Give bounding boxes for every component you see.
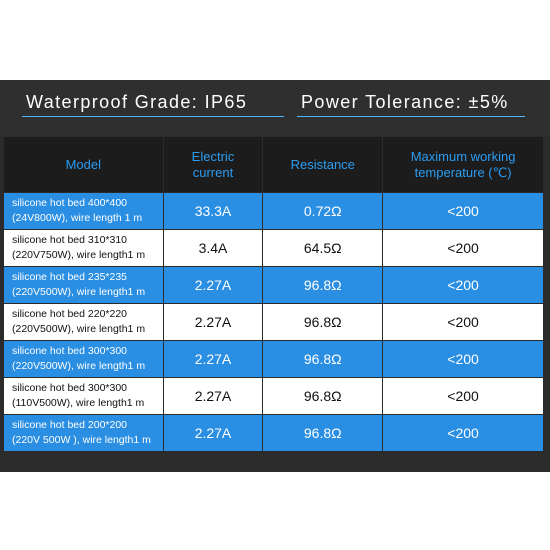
model-line: silicone hot bed 200*200 xyxy=(12,419,128,431)
spec-table: Model Electric current Resistance Maximu… xyxy=(3,136,544,452)
spec-header-band xyxy=(0,80,550,136)
model-cell: silicone hot bed 310*310 (220V750W), wire… xyxy=(3,229,164,267)
model-line: (220V500W), wire length1 m xyxy=(12,323,146,335)
col-current-header-text: Electric current xyxy=(191,148,235,180)
current-cell: 2.27A xyxy=(162,266,264,304)
model-line: (220V500W), wire length1 m xyxy=(12,286,146,298)
model-line: (24V800W), wire length 1 m xyxy=(12,212,143,224)
current-cell: 3.4A xyxy=(162,229,264,267)
resistance-cell: 96.8Ω xyxy=(262,377,384,415)
table-row: silicone hot bed 310*310 (220V750W), wire… xyxy=(3,229,544,267)
col-current-header: Electric current xyxy=(162,136,264,193)
waterproof-underline xyxy=(22,116,284,117)
temperature-cell: <200 xyxy=(382,303,544,341)
current-cell: 33.3A xyxy=(162,192,264,230)
waterproof-grade-label: Waterproof Grade: IP65 xyxy=(26,92,248,112)
model-cell: silicone hot bed 235*235 (220V500W), wire… xyxy=(3,266,164,304)
temperature-cell: <200 xyxy=(382,340,544,378)
table-header-row: Model Electric current Resistance Maximu… xyxy=(3,136,544,193)
model-line: (220V 500W ), wire length1 m xyxy=(12,434,151,446)
table-row: silicone hot bed 235*235 (220V500W), wire… xyxy=(3,266,544,304)
model-line: silicone hot bed 400*400 xyxy=(12,197,128,209)
power-tolerance-label: Power Tolerance: ±5% xyxy=(301,92,509,112)
current-cell: 2.27A xyxy=(162,303,264,341)
table-row: silicone hot bed 400*400 (24V800W), wire … xyxy=(3,192,544,230)
col-model-header: Model xyxy=(3,136,164,193)
col-temperature-header-text: Maximum working temperature (℃) xyxy=(410,148,516,180)
model-cell: silicone hot bed 300*300 (220V500W), wire… xyxy=(3,340,164,378)
tolerance-underline xyxy=(297,116,525,117)
col-temperature-header: Maximum working temperature (℃) xyxy=(382,136,544,193)
temperature-cell: <200 xyxy=(382,414,544,452)
model-cell: silicone hot bed 400*400 (24V800W), wire … xyxy=(3,192,164,230)
resistance-cell: 0.72Ω xyxy=(262,192,384,230)
table-row: silicone hot bed 300*300 (220V500W), wire… xyxy=(3,340,544,378)
model-line: silicone hot bed 300*300 xyxy=(12,345,128,357)
temperature-cell: <200 xyxy=(382,192,544,230)
model-line: silicone hot bed 310*310 xyxy=(12,234,128,246)
resistance-cell: 96.8Ω xyxy=(262,414,384,452)
model-cell: silicone hot bed 300*300 (110V500W), wire… xyxy=(3,377,164,415)
temperature-cell: <200 xyxy=(382,266,544,304)
table-row: silicone hot bed 200*200 (220V 500W ), wi… xyxy=(3,414,544,452)
col-resistance-header: Resistance xyxy=(262,136,384,193)
model-line: (110V500W), wire length1 m xyxy=(12,397,145,409)
model-cell: silicone hot bed 220*220 (220V500W), wire… xyxy=(3,303,164,341)
current-cell: 2.27A xyxy=(162,414,264,452)
resistance-cell: 96.8Ω xyxy=(262,303,384,341)
model-line: silicone hot bed 300*300 xyxy=(12,382,128,394)
model-line: silicone hot bed 220*220 xyxy=(12,308,128,320)
model-cell: silicone hot bed 200*200 (220V 500W ), wi… xyxy=(3,414,164,452)
temperature-cell: <200 xyxy=(382,229,544,267)
model-line: (220V500W), wire length1 m xyxy=(12,360,146,372)
resistance-cell: 64.5Ω xyxy=(262,229,384,267)
temperature-cell: <200 xyxy=(382,377,544,415)
model-line: (220V750W), wire length1 m xyxy=(12,249,146,261)
spec-footer-band xyxy=(0,458,550,472)
table-row: silicone hot bed 300*300 (110V500W), wire… xyxy=(3,377,544,415)
resistance-cell: 96.8Ω xyxy=(262,340,384,378)
table-row: silicone hot bed 220*220 (220V500W), wire… xyxy=(3,303,544,341)
current-cell: 2.27A xyxy=(162,377,264,415)
model-line: silicone hot bed 235*235 xyxy=(12,271,128,283)
resistance-cell: 96.8Ω xyxy=(262,266,384,304)
current-cell: 2.27A xyxy=(162,340,264,378)
